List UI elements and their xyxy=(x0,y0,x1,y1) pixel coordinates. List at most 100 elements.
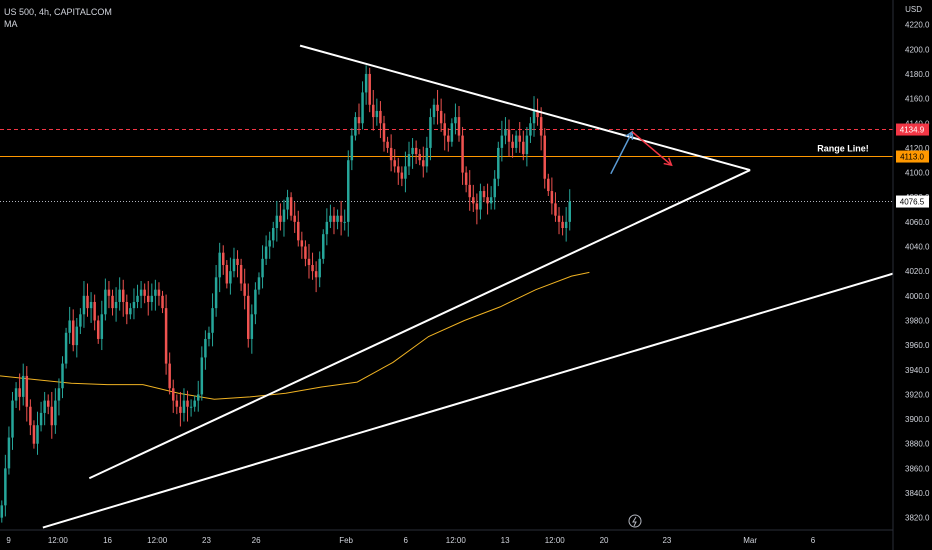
candle-body xyxy=(182,400,186,413)
candle xyxy=(250,304,254,354)
candle-body xyxy=(504,129,507,136)
candle xyxy=(161,290,164,314)
candle xyxy=(529,117,532,143)
candle xyxy=(382,115,386,152)
candle-body xyxy=(507,129,511,142)
candle-body xyxy=(393,160,396,167)
replay-lightning-icon[interactable] xyxy=(628,514,642,528)
candle-body xyxy=(357,117,361,124)
x-tick-label: 26 xyxy=(252,536,261,545)
candle xyxy=(279,203,282,231)
candle-body xyxy=(21,375,25,397)
candle xyxy=(364,65,368,105)
candle xyxy=(357,103,361,135)
candle-body xyxy=(39,412,43,426)
candle xyxy=(289,192,293,221)
candle xyxy=(179,391,182,427)
candle xyxy=(247,283,250,348)
candle-body xyxy=(143,289,146,296)
candle xyxy=(354,112,357,141)
candle xyxy=(150,283,154,311)
x-tick-label: 12:00 xyxy=(48,536,69,545)
candle-body xyxy=(186,400,189,407)
candle xyxy=(493,170,496,210)
forecast-arrow-head xyxy=(663,157,673,167)
candle xyxy=(143,283,146,304)
candle-body xyxy=(86,295,89,309)
candle xyxy=(500,120,504,162)
candle xyxy=(532,96,536,137)
candle xyxy=(443,113,446,151)
candle-body xyxy=(25,375,29,407)
price-label-0: 4134.9 xyxy=(900,126,925,135)
candle xyxy=(86,283,89,317)
candle-body xyxy=(539,117,543,136)
candle xyxy=(146,281,150,316)
candle xyxy=(307,244,311,279)
candle xyxy=(264,235,268,265)
candle xyxy=(397,157,400,185)
candle-body xyxy=(411,147,414,155)
candle xyxy=(322,229,325,264)
candle-body xyxy=(50,406,54,426)
candle xyxy=(57,378,61,416)
candle-body xyxy=(64,332,68,364)
candle-body xyxy=(464,172,468,185)
x-tick-label: 23 xyxy=(662,536,671,545)
candle xyxy=(343,209,346,231)
candle xyxy=(221,245,225,275)
candle-body xyxy=(557,215,561,222)
y-tick-label: 3920.0 xyxy=(905,390,930,399)
candle-body xyxy=(268,240,271,247)
candle-body xyxy=(461,135,464,173)
candle xyxy=(564,207,568,242)
candle-body xyxy=(497,147,500,179)
x-tick-label: 23 xyxy=(202,536,211,545)
y-tick-label: 4180.0 xyxy=(905,70,930,79)
y-tick-label: 3880.0 xyxy=(905,440,930,449)
candle-body xyxy=(0,505,4,518)
candle xyxy=(139,281,143,309)
candle-body xyxy=(382,123,386,142)
candle xyxy=(339,200,343,236)
candle xyxy=(418,149,421,166)
candle-body xyxy=(132,301,136,309)
candle-body xyxy=(247,295,250,339)
candle xyxy=(429,108,432,161)
indicator-label[interactable]: MA xyxy=(4,19,18,29)
symbol-title[interactable]: US 500, 4h, CAPITALCOM xyxy=(4,7,112,17)
candle-body xyxy=(379,110,382,124)
candle-body xyxy=(104,289,107,315)
candle-body xyxy=(79,314,82,327)
candle-body xyxy=(221,252,225,265)
candle-body xyxy=(272,228,275,241)
forecast-arrow-1 xyxy=(631,131,673,167)
candle xyxy=(64,327,68,369)
candle-body xyxy=(82,295,86,315)
candle xyxy=(136,284,139,309)
candle-body xyxy=(514,135,518,148)
x-tick-label: 16 xyxy=(103,536,112,545)
candle-body xyxy=(207,332,211,339)
candle xyxy=(111,289,114,316)
candle-body xyxy=(543,135,546,179)
candle-body xyxy=(200,357,204,395)
candle-body xyxy=(318,258,321,278)
candle xyxy=(518,122,521,153)
candle xyxy=(275,200,279,242)
candle-body xyxy=(282,209,286,222)
candle-body xyxy=(450,123,454,142)
candle-body xyxy=(422,160,425,167)
candle-body xyxy=(114,301,118,309)
candle-body xyxy=(343,221,346,223)
candle xyxy=(336,209,339,230)
candle xyxy=(464,166,468,193)
y-tick-label: 4100.0 xyxy=(905,169,930,178)
candle-body xyxy=(386,141,389,148)
candle xyxy=(550,177,554,215)
candle xyxy=(211,293,214,347)
candle-body xyxy=(279,215,282,222)
candle xyxy=(557,207,561,235)
candle-body xyxy=(7,437,11,469)
